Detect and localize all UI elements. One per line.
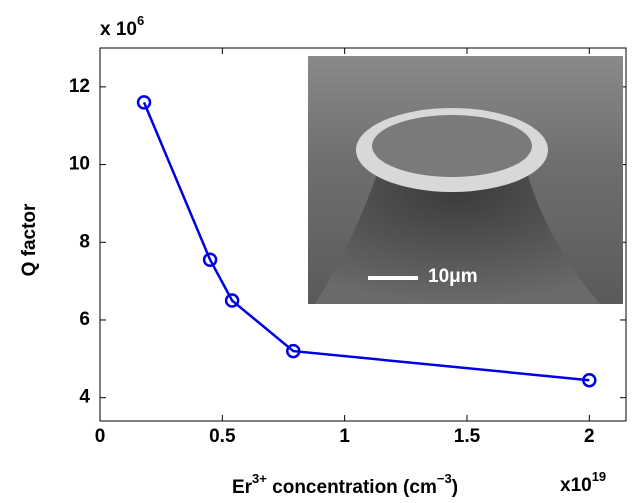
scale-label: 10μm <box>428 266 478 287</box>
x-tick-label: 2 <box>584 426 595 447</box>
y-axis-label: Q factor <box>19 203 40 276</box>
marker <box>286 343 301 359</box>
inset-image: 10μm <box>308 56 623 304</box>
y-tick-label: 10 <box>69 154 90 175</box>
marker <box>582 372 597 388</box>
x-tick-label: 0.5 <box>209 426 236 447</box>
x-axis-label: Er3+ concentration (cm−3) <box>232 471 458 498</box>
axes-box <box>99 47 627 422</box>
x-tick-label: 1.5 <box>454 426 481 447</box>
x-tick-label: 0 <box>95 426 106 447</box>
series-line <box>142 101 590 382</box>
pedestal <box>315 165 600 304</box>
y-tick-label: 12 <box>69 76 90 97</box>
marker <box>136 95 152 110</box>
marker <box>224 293 240 308</box>
plot-area: 4 6 8 10 12 0 0.5 1 1.5 2 <box>69 47 627 447</box>
x-tick-label: 1 <box>339 426 350 447</box>
x-multiplier: x1019 <box>560 469 606 496</box>
y-multiplier: x 106 <box>100 13 144 40</box>
ring-inner <box>372 115 532 177</box>
marker <box>202 252 218 268</box>
y-tick-label: 8 <box>79 231 90 252</box>
y-tick-label: 4 <box>79 387 90 408</box>
y-tick-label: 6 <box>79 309 90 330</box>
